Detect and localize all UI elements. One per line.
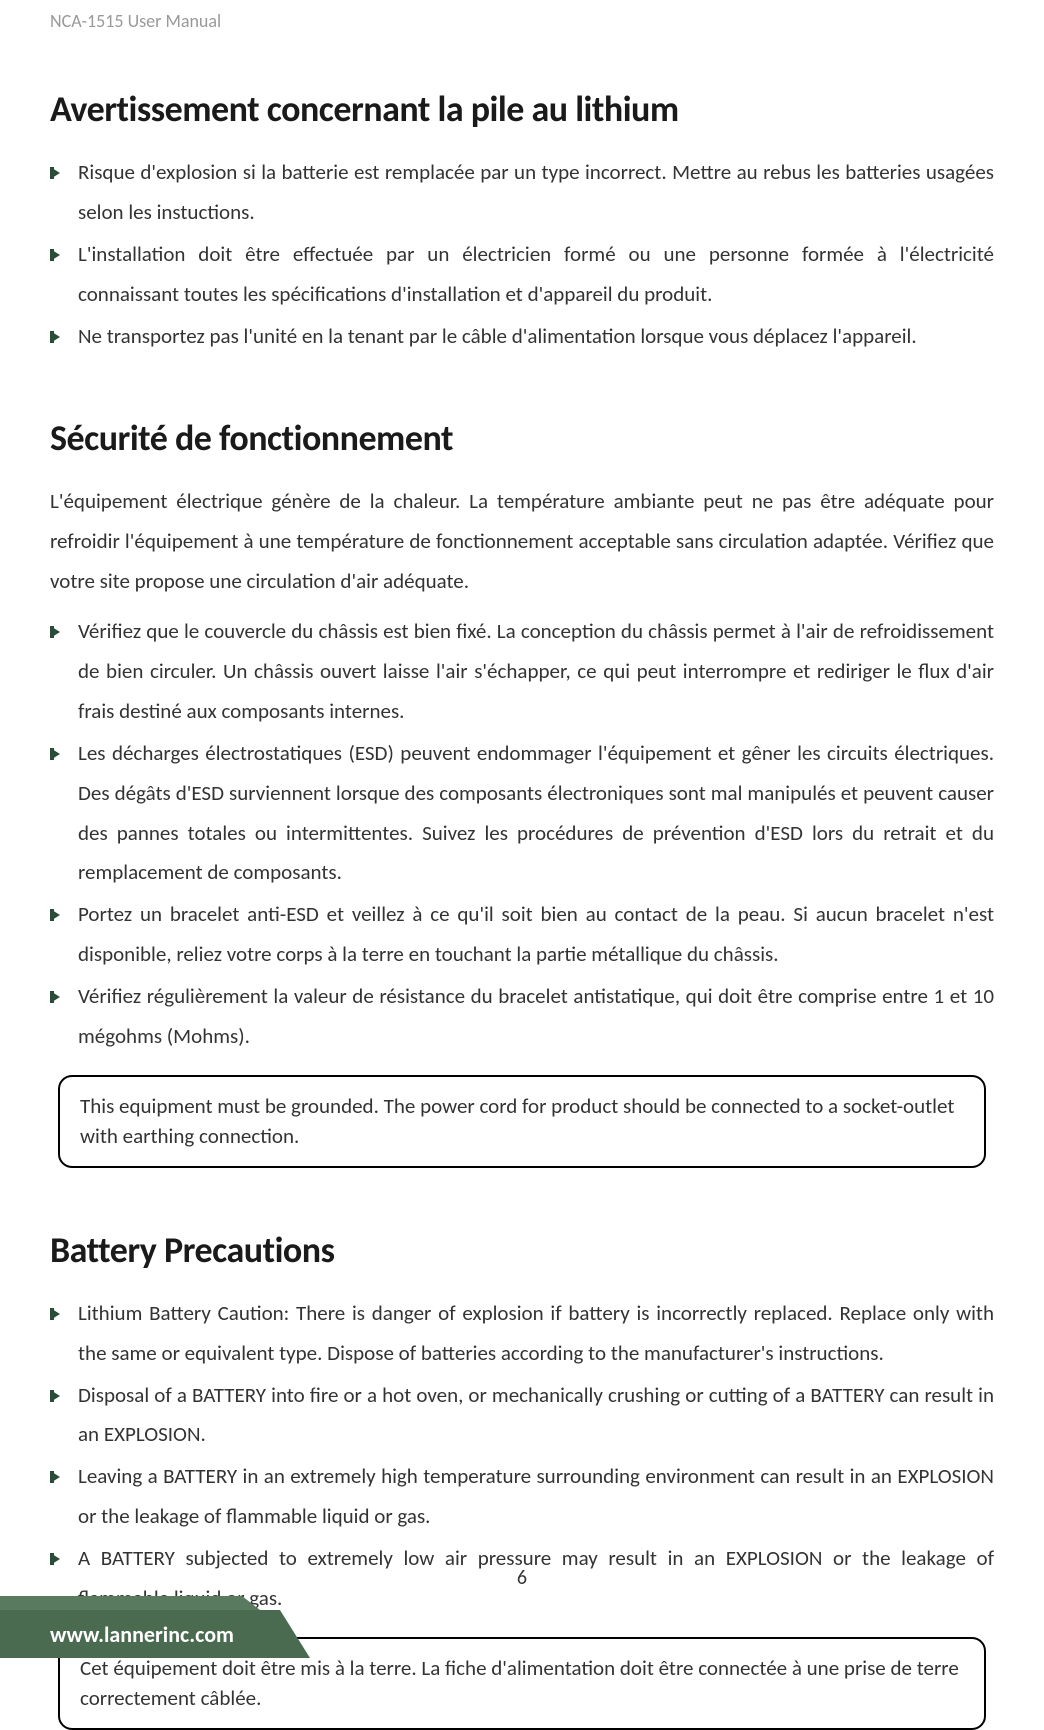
bullet-list: Risque d'explosion si la batterie est re… [50,153,994,356]
bullet-item: Risque d'explosion si la batterie est re… [78,153,994,233]
bullet-item: Disposal of a BATTERY into fire or a hot… [78,1376,994,1456]
footer-bar: www.lannerinc.com [0,1610,310,1658]
footer-url-container: www.lannerinc.com [0,1610,310,1658]
section-operation-safety: Sécurité de fonctionnement L'équipement … [50,416,994,1167]
footer-accent-stripe [0,1596,260,1610]
bullet-item: Lithium Battery Caution: There is danger… [78,1294,994,1374]
bullet-list: Vérifiez que le couvercle du châssis est… [50,612,994,1057]
bullet-item: Vérifiez que le couvercle du châssis est… [78,612,994,732]
bullet-item: L'installation doit être effectuée par u… [78,235,994,315]
page-number: 6 [0,1566,1044,1590]
bullet-item: Portez un bracelet anti-ESD et veillez à… [78,895,994,975]
notice-text: Cet équipement doit être mis à la terre.… [80,1655,959,1711]
bullet-item: Vérifiez régulièrement la valeur de rési… [78,977,994,1057]
footer-url: www.lannerinc.com [50,1621,234,1648]
section-intro: L'équipement électrique génère de la cha… [50,482,994,602]
bullet-item: Les décharges électrostatiques (ESD) peu… [78,734,994,894]
notice-text: This equipment must be grounded. The pow… [80,1093,954,1149]
section-heading: Battery Precautions [50,1228,994,1272]
notice-box: This equipment must be grounded. The pow… [58,1075,986,1168]
section-heading: Avertissement concernant la pile au lith… [50,87,994,131]
doc-title: NCA-1515 User Manual [50,10,221,32]
document-header: NCA-1515 User Manual [50,0,994,32]
section-lithium-warning: Avertissement concernant la pile au lith… [50,87,994,356]
bullet-item: Leaving a BATTERY in an extremely high t… [78,1457,994,1537]
section-heading: Sécurité de fonctionnement [50,416,994,460]
bullet-item: Ne transportez pas l'unité en la tenant … [78,317,994,357]
